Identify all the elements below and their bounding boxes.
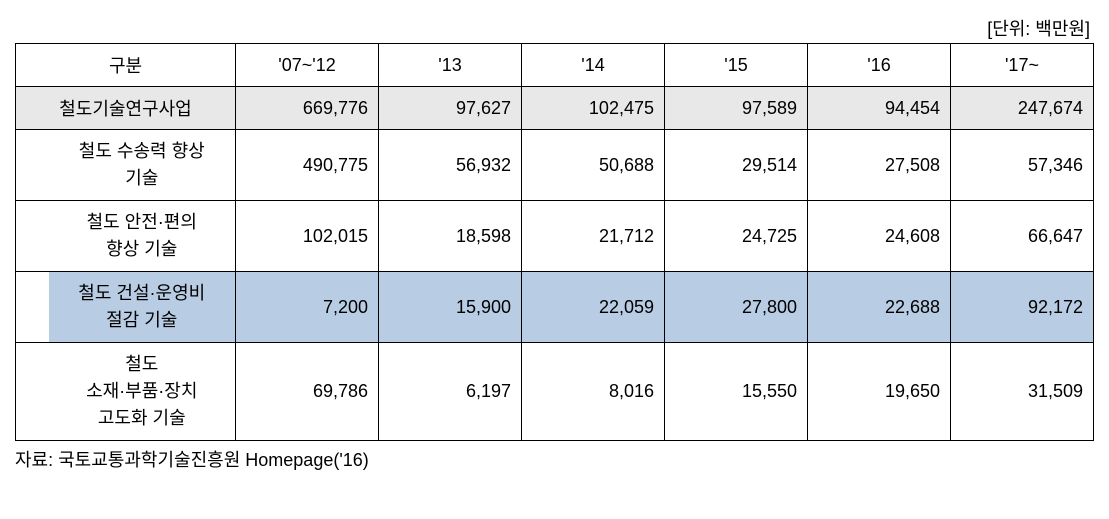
cell-value: 22,688: [808, 272, 951, 343]
header-year-1: '13: [379, 44, 522, 87]
cell-value: 19,650: [808, 343, 951, 441]
cell-value: 57,346: [951, 130, 1094, 201]
row-spacer: [16, 130, 49, 201]
table-row: 철도 건설·운영비절감 기술7,20015,90022,05927,80022,…: [16, 272, 1094, 343]
cell-value: 6,197: [379, 343, 522, 441]
row-category-sub: 철도 수송력 향상기술: [49, 130, 236, 201]
table-row: 철도소재·부품·장치고도화 기술69,7866,1978,01615,55019…: [16, 343, 1094, 441]
table-header-row: 구분 '07~'12 '13 '14 '15 '16 '17~: [16, 44, 1094, 87]
cell-value: 50,688: [522, 130, 665, 201]
row-category-sub: 철도 건설·운영비절감 기술: [49, 272, 236, 343]
row-spacer: [16, 201, 49, 272]
cell-value: 18,598: [379, 201, 522, 272]
header-category: 구분: [16, 44, 236, 87]
cell-value: 92,172: [951, 272, 1094, 343]
row-spacer: [16, 272, 49, 343]
header-year-4: '16: [808, 44, 951, 87]
cell-value: 69,786: [236, 343, 379, 441]
header-year-2: '14: [522, 44, 665, 87]
cell-value: 669,776: [236, 87, 379, 130]
cell-value: 24,608: [808, 201, 951, 272]
cell-value: 7,200: [236, 272, 379, 343]
table-row: 철도 수송력 향상기술490,77556,93250,68829,51427,5…: [16, 130, 1094, 201]
header-year-3: '15: [665, 44, 808, 87]
cell-value: 94,454: [808, 87, 951, 130]
cell-value: 490,775: [236, 130, 379, 201]
cell-value: 27,800: [665, 272, 808, 343]
cell-value: 102,015: [236, 201, 379, 272]
cell-value: 15,900: [379, 272, 522, 343]
cell-value: 66,647: [951, 201, 1094, 272]
cell-value: 15,550: [665, 343, 808, 441]
source-label: 자료: 국토교통과학기술진흥원 Homepage('16): [15, 446, 1094, 472]
header-year-0: '07~'12: [236, 44, 379, 87]
table-row: 철도기술연구사업669,77697,627102,47597,58994,454…: [16, 87, 1094, 130]
cell-value: 24,725: [665, 201, 808, 272]
header-year-5: '17~: [951, 44, 1094, 87]
cell-value: 56,932: [379, 130, 522, 201]
row-category-main: 철도기술연구사업: [16, 87, 236, 130]
unit-label: [단위: 백만원]: [15, 15, 1094, 41]
cell-value: 31,509: [951, 343, 1094, 441]
cell-value: 97,627: [379, 87, 522, 130]
row-spacer: [16, 343, 49, 441]
cell-value: 8,016: [522, 343, 665, 441]
row-category-sub: 철도소재·부품·장치고도화 기술: [49, 343, 236, 441]
table-row: 철도 안전·편의향상 기술102,01518,59821,71224,72524…: [16, 201, 1094, 272]
cell-value: 22,059: [522, 272, 665, 343]
cell-value: 97,589: [665, 87, 808, 130]
cell-value: 102,475: [522, 87, 665, 130]
budget-table: 구분 '07~'12 '13 '14 '15 '16 '17~ 철도기술연구사업…: [15, 43, 1094, 441]
cell-value: 29,514: [665, 130, 808, 201]
cell-value: 21,712: [522, 201, 665, 272]
row-category-sub: 철도 안전·편의향상 기술: [49, 201, 236, 272]
cell-value: 247,674: [951, 87, 1094, 130]
cell-value: 27,508: [808, 130, 951, 201]
